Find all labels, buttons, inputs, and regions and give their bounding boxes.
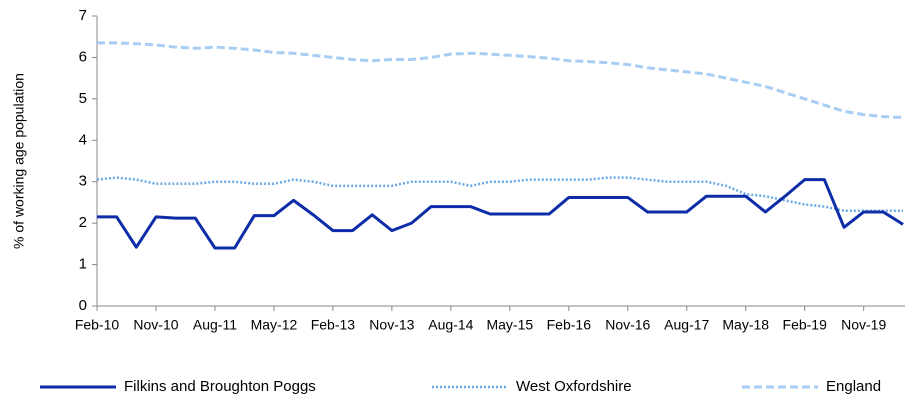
- legend-label: West Oxfordshire: [516, 378, 632, 395]
- x-tick-label: Aug-17: [664, 317, 709, 333]
- x-tick-label: Nov-19: [841, 317, 886, 333]
- legend-label: Filkins and Broughton Poggs: [124, 378, 316, 395]
- x-tick-label: May-15: [486, 317, 533, 333]
- y-tick-label: 1: [79, 256, 87, 273]
- x-tick-label: Feb-10: [75, 317, 120, 333]
- x-tick-label: Feb-13: [311, 317, 356, 333]
- series-line: [97, 178, 904, 250]
- x-tick-label: Nov-10: [133, 317, 178, 333]
- y-tick-label: 7: [79, 7, 87, 24]
- x-tick-label: May-12: [251, 317, 298, 333]
- x-tick-label: Nov-16: [605, 317, 650, 333]
- y-tick-label: 5: [79, 90, 87, 107]
- x-tick-label: Aug-14: [428, 317, 473, 333]
- x-tick-label: Feb-19: [783, 317, 828, 333]
- y-axis-label: % of working age population: [11, 73, 27, 249]
- y-tick-label: 6: [79, 48, 87, 65]
- series-line: [96, 176, 903, 212]
- y-tick-label: 2: [79, 214, 87, 231]
- x-tick-label: Aug-11: [193, 317, 237, 333]
- x-tick-label: Feb-16: [547, 317, 592, 333]
- legend-label: England: [826, 378, 881, 395]
- y-tick-label: 3: [79, 173, 87, 190]
- y-tick-label: 0: [79, 297, 87, 314]
- series-line: [97, 41, 904, 119]
- x-tick-label: Nov-13: [369, 317, 414, 333]
- y-tick-label: 4: [79, 131, 87, 148]
- x-tick-label: May-18: [722, 317, 769, 333]
